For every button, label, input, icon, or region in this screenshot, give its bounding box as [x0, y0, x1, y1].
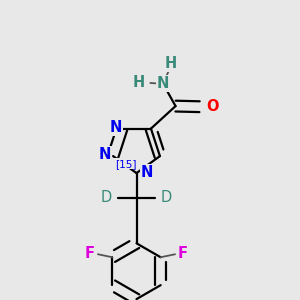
Text: D: D [101, 190, 112, 205]
Text: H: H [164, 56, 177, 71]
Text: F: F [178, 246, 188, 261]
Text: D: D [161, 190, 172, 205]
Text: N: N [141, 165, 153, 180]
Text: F: F [85, 246, 95, 261]
Text: N: N [157, 76, 169, 91]
Text: H: H [133, 76, 145, 91]
Text: O: O [206, 99, 219, 114]
Text: [15]: [15] [115, 159, 136, 169]
Text: N: N [98, 147, 111, 162]
Text: N: N [109, 120, 122, 135]
